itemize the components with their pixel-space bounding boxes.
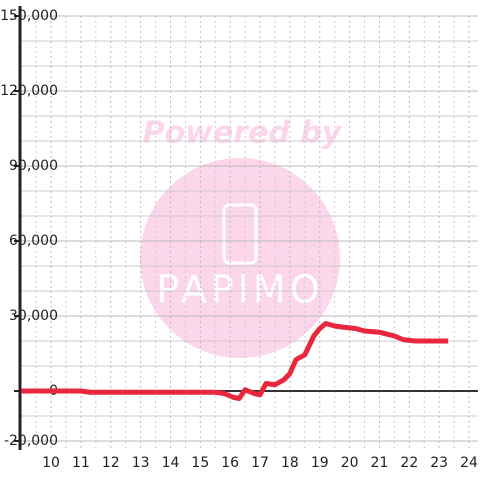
y-tick-label: -20,000 bbox=[4, 433, 58, 449]
x-tick-label: 16 bbox=[221, 455, 239, 471]
x-tick-label: 23 bbox=[430, 455, 448, 471]
x-tick-label: 17 bbox=[251, 455, 269, 471]
y-tick-label: 120,000 bbox=[0, 83, 58, 99]
data-line bbox=[21, 321, 449, 401]
x-tick-label: 10 bbox=[42, 455, 60, 471]
x-tick-label: 20 bbox=[341, 455, 359, 471]
y-tick-label: 60,000 bbox=[9, 233, 58, 249]
x-tick-label: 22 bbox=[400, 455, 418, 471]
watermark-logo: PAPIMO bbox=[156, 268, 323, 312]
x-tick-label: 12 bbox=[102, 455, 120, 471]
x-tick-label: 19 bbox=[311, 455, 329, 471]
x-tick-label: 24 bbox=[460, 455, 478, 471]
y-tick-label: 90,000 bbox=[9, 158, 58, 174]
x-tick-label: 11 bbox=[72, 455, 90, 471]
x-tick-label: 18 bbox=[281, 455, 299, 471]
x-tick-label: 13 bbox=[132, 455, 150, 471]
y-tick-label: 150,000 bbox=[0, 8, 58, 24]
watermark-icon bbox=[222, 203, 258, 265]
x-tick-label: 21 bbox=[371, 455, 389, 471]
x-tick-label: 15 bbox=[191, 455, 209, 471]
y-tick-label: 30,000 bbox=[9, 308, 58, 324]
x-tick-label: 14 bbox=[162, 455, 180, 471]
watermark-text: Powered by bbox=[143, 116, 343, 151]
